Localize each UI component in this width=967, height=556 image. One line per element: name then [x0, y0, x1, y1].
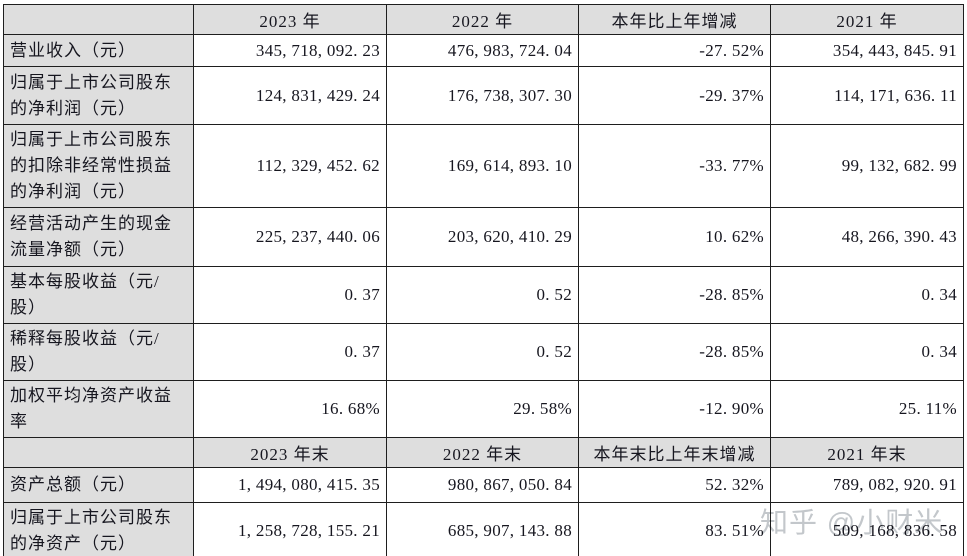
zhihu-watermark: 知乎 @小财米 — [760, 507, 944, 538]
table-row-diluted-eps: 稀释每股收益（元/股） 0. 37 0. 52 -28. 85% 0. 34 — [3, 323, 964, 381]
section2-header-row: 2023 年末 2022 年末 本年末比上年末增减 2021 年末 — [3, 437, 964, 468]
cell-value: 99, 132, 682. 99 — [770, 124, 964, 208]
cell-value: 980, 867, 050. 84 — [386, 467, 579, 503]
cell-value: 685, 907, 143. 88 — [386, 502, 579, 556]
cell-value: 83. 51% — [578, 502, 771, 556]
cell-value: 354, 443, 845. 91 — [770, 34, 964, 67]
financial-summary-table: 2023 年 2022 年 本年比上年增减 2021 年 营业收入（元） 345… — [3, 4, 964, 556]
cell-value: 48, 266, 390. 43 — [770, 207, 964, 267]
cell-value: -12. 90% — [578, 380, 771, 438]
cell-value: 1, 494, 080, 415. 35 — [193, 467, 387, 503]
corner-cell — [3, 4, 194, 35]
cell-value: 176, 738, 307. 30 — [386, 66, 579, 125]
column-header-2022: 2022 年 — [386, 4, 579, 35]
cell-value: 52. 32% — [578, 467, 771, 503]
table-row-basic-eps: 基本每股收益（元/股） 0. 37 0. 52 -28. 85% 0. 34 — [3, 266, 964, 324]
cell-value: -33. 77% — [578, 124, 771, 208]
column-header-2022-end: 2022 年末 — [386, 437, 579, 468]
table-row-revenue: 营业收入（元） 345, 718, 092. 23 476, 983, 724.… — [3, 34, 964, 67]
column-header-2021-end: 2021 年末 — [770, 437, 964, 468]
cell-value: 25. 11% — [770, 380, 964, 438]
row-label: 经营活动产生的现金流量净额（元） — [3, 207, 194, 267]
column-header-yoy-end-change: 本年末比上年末增减 — [578, 437, 771, 468]
cell-value: 0. 52 — [386, 323, 579, 381]
cell-value: 169, 614, 893. 10 — [386, 124, 579, 208]
cell-value: 124, 831, 429. 24 — [193, 66, 387, 125]
cell-value: 112, 329, 452. 62 — [193, 124, 387, 208]
column-header-2023-end: 2023 年末 — [193, 437, 387, 468]
cell-value: 345, 718, 092. 23 — [193, 34, 387, 67]
table-row-total-assets: 资产总额（元） 1, 494, 080, 415. 35 980, 867, 0… — [3, 467, 964, 503]
row-label: 稀释每股收益（元/股） — [3, 323, 194, 381]
cell-value: -27. 52% — [578, 34, 771, 67]
cell-value: 509, 168, 836. 58 — [770, 502, 964, 556]
row-label: 归属于上市公司股东的净资产（元） — [3, 502, 194, 556]
cell-value: 114, 171, 636. 11 — [770, 66, 964, 125]
cell-value: 203, 620, 410. 29 — [386, 207, 579, 267]
cell-value: -28. 85% — [578, 266, 771, 324]
row-label: 营业收入（元） — [3, 34, 194, 67]
column-header-2021: 2021 年 — [770, 4, 964, 35]
table-row-net-profit: 归属于上市公司股东的净利润（元） 124, 831, 429. 24 176, … — [3, 66, 964, 125]
cell-value: -28. 85% — [578, 323, 771, 381]
cell-value: 29. 58% — [386, 380, 579, 438]
table-row-weighted-avg-roe: 加权平均净资产收益率 16. 68% 29. 58% -12. 90% 25. … — [3, 380, 964, 438]
cell-value: 10. 62% — [578, 207, 771, 267]
cell-value: 0. 37 — [193, 323, 387, 381]
table-row-net-profit-excl-nonrecurring: 归属于上市公司股东的扣除非经常性损益的净利润（元） 112, 329, 452.… — [3, 124, 964, 208]
cell-value: 1, 258, 728, 155. 21 — [193, 502, 387, 556]
row-label: 基本每股收益（元/股） — [3, 266, 194, 324]
row-label: 归属于上市公司股东的净利润（元） — [3, 66, 194, 125]
cell-value: 0. 37 — [193, 266, 387, 324]
row-label: 资产总额（元） — [3, 467, 194, 503]
table-row-net-assets: 归属于上市公司股东的净资产（元） 1, 258, 728, 155. 21 68… — [3, 502, 964, 556]
corner-cell — [3, 437, 194, 468]
cell-value: 0. 34 — [770, 266, 964, 324]
row-label: 加权平均净资产收益率 — [3, 380, 194, 438]
column-header-yoy-change: 本年比上年增减 — [578, 4, 771, 35]
cell-value: 789, 082, 920. 91 — [770, 467, 964, 503]
cell-value: 476, 983, 724. 04 — [386, 34, 579, 67]
table-row-operating-cash-flow: 经营活动产生的现金流量净额（元） 225, 237, 440. 06 203, … — [3, 207, 964, 267]
cell-value: -29. 37% — [578, 66, 771, 125]
column-header-2023: 2023 年 — [193, 4, 387, 35]
cell-value: 225, 237, 440. 06 — [193, 207, 387, 267]
row-label: 归属于上市公司股东的扣除非经常性损益的净利润（元） — [3, 124, 194, 208]
cell-value: 0. 52 — [386, 266, 579, 324]
cell-value: 16. 68% — [193, 380, 387, 438]
cell-value: 0. 34 — [770, 323, 964, 381]
section1-header-row: 2023 年 2022 年 本年比上年增减 2021 年 — [3, 4, 964, 35]
